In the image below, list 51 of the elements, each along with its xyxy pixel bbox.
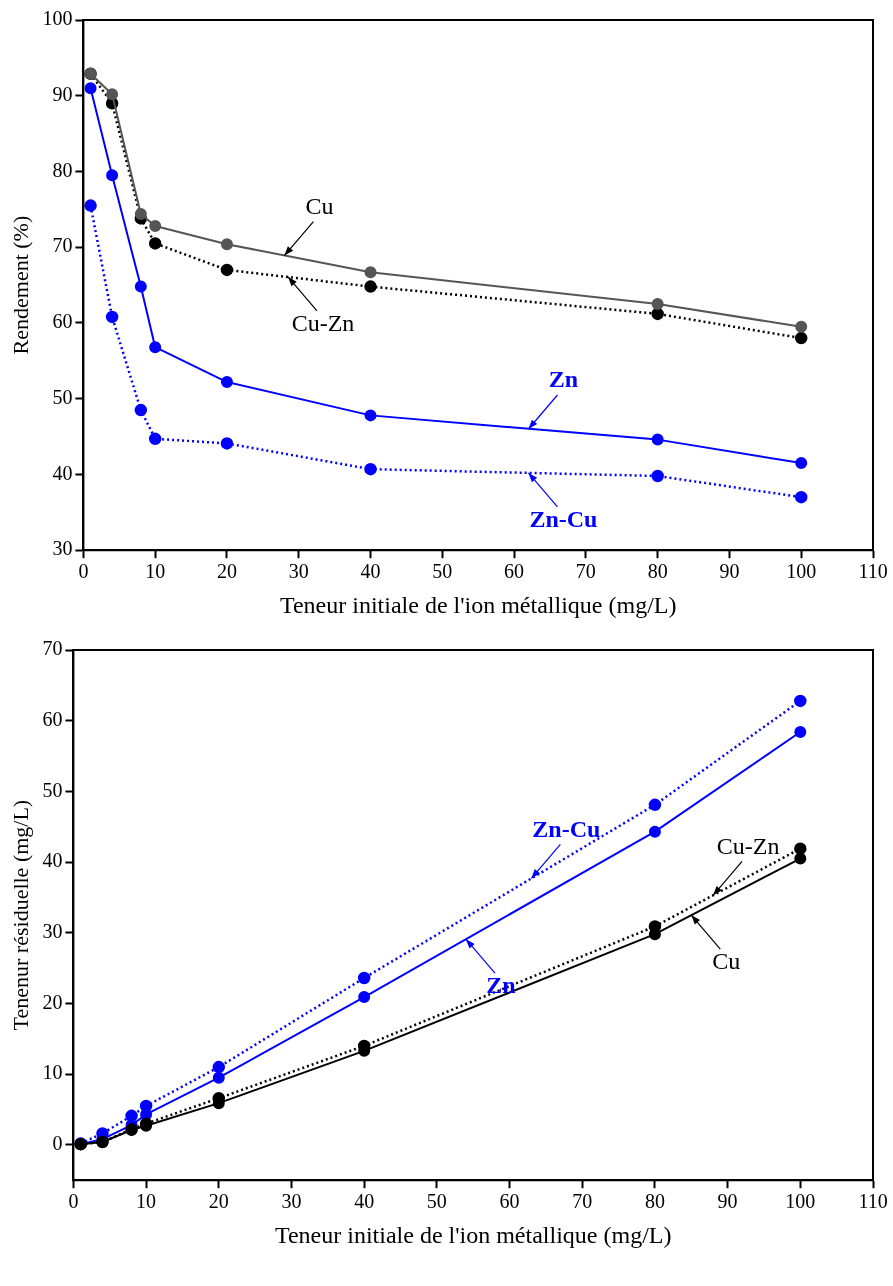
y-tick-label: 30 (42, 920, 63, 943)
x-tick-label: 60 (504, 560, 525, 583)
annotation: Cu (712, 948, 741, 975)
x-tick-label: 50 (426, 1190, 447, 1213)
annotation: Cu-Zn (291, 310, 355, 337)
x-tick-label: 40 (360, 560, 381, 583)
x-tick-label: 80 (644, 1190, 665, 1213)
y-tick-label: 60 (42, 707, 63, 730)
y-tick-label: 20 (42, 990, 63, 1013)
x-tick-label: 20 (208, 1190, 229, 1213)
x-tick-label: 20 (216, 560, 237, 583)
x-tick-label: 50 (432, 560, 453, 583)
x-tick-label: 10 (136, 1190, 157, 1213)
x-tick-label: 110 (858, 1190, 888, 1213)
y-tick-label: 70 (52, 234, 73, 257)
y-tick-label: 30 (52, 537, 73, 560)
y-tick-label: 100 (42, 7, 73, 30)
x-tick-label: 70 (572, 1190, 593, 1213)
x-tick-label: 100 (786, 560, 817, 583)
x-tick-label: 90 (717, 1190, 738, 1213)
y-tick-label: 50 (52, 385, 73, 408)
y-tick-label: 0 (52, 1132, 63, 1155)
annotation: Zn-Cu (529, 506, 598, 533)
annotation: Zn (486, 972, 516, 999)
x-tick-label: 90 (719, 560, 740, 583)
y-tick-label: 40 (42, 849, 63, 872)
x-tick-label: 30 (288, 560, 309, 583)
annotation: Zn-Cu (532, 815, 601, 842)
x-axis-title: Teneur initiale de l'ion métallique (mg/L) (279, 591, 677, 618)
x-tick-label: 0 (78, 560, 89, 583)
x-tick-label: 70 (575, 560, 596, 583)
y-tick-label: 70 (42, 637, 63, 660)
x-tick-label: 100 (785, 1190, 816, 1213)
annotation: Cu-Zn (716, 832, 780, 859)
annotation: Zn (548, 366, 579, 393)
y-tick-label: 90 (52, 82, 73, 105)
y-axis-title: Rendement (%) (7, 215, 33, 355)
x-tick-label: 110 (858, 560, 888, 583)
annotation: Cu (305, 192, 334, 219)
y-tick-label: 10 (42, 1061, 63, 1084)
x-tick-label: 10 (145, 560, 166, 583)
x-tick-label: 30 (281, 1190, 302, 1213)
y-tick-label: 40 (52, 461, 73, 484)
x-tick-label: 60 (499, 1190, 520, 1213)
x-tick-label: 80 (647, 560, 668, 583)
y-tick-label: 60 (52, 310, 73, 333)
x-tick-label: 40 (354, 1190, 375, 1213)
x-axis-title: Teneur initiale de l'ion métallique (mg/L) (274, 1221, 672, 1248)
y-tick-label: 80 (52, 158, 73, 181)
y-axis-title: Tenenur résiduelle (mg/L) (7, 799, 33, 1031)
y-tick-label: 50 (42, 778, 63, 801)
